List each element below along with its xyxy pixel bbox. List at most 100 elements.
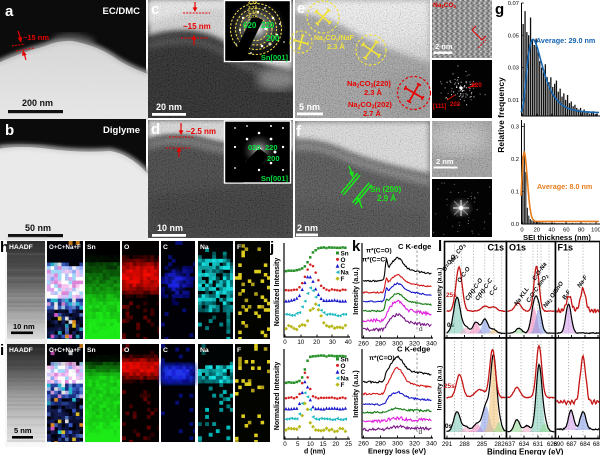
svg-text:20: 20 xyxy=(534,228,540,234)
svg-text:681: 681 xyxy=(593,441,600,448)
svg-text:291: 291 xyxy=(442,441,453,448)
svg-text:Relative frequency: Relative frequency xyxy=(496,77,506,153)
svg-text:25s: 25s xyxy=(446,292,457,299)
svg-text:d: d xyxy=(419,326,423,333)
svg-text:2.3Å: 2.3Å xyxy=(248,8,258,14)
svg-text:285: 285 xyxy=(477,441,488,448)
svg-text:~15 nm: ~15 nm xyxy=(183,22,211,31)
svg-text:260: 260 xyxy=(358,341,369,348)
svg-text:288: 288 xyxy=(459,441,470,448)
svg-text:10 nm: 10 nm xyxy=(157,223,183,233)
svg-text:280: 280 xyxy=(375,341,386,348)
svg-text:C K-edge: C K-edge xyxy=(398,242,431,251)
svg-text:0.07: 0.07 xyxy=(508,1,519,7)
svg-text:2.3 Å: 2.3 Å xyxy=(364,88,383,97)
svg-text:020: 020 xyxy=(248,143,261,152)
svg-text:0: 0 xyxy=(283,441,287,448)
svg-text:g: g xyxy=(495,1,504,18)
svg-text:40: 40 xyxy=(345,339,352,346)
svg-text:340: 340 xyxy=(426,341,437,348)
svg-text:O: O xyxy=(124,244,129,251)
svg-text:60: 60 xyxy=(563,228,569,234)
svg-text:Energy loss (eV): Energy loss (eV) xyxy=(368,447,426,455)
svg-text:0.01: 0.01 xyxy=(508,98,519,104)
svg-text:Sn (200): Sn (200) xyxy=(370,185,401,194)
svg-text:π*(C=O): π*(C=O) xyxy=(369,355,395,362)
svg-text:F: F xyxy=(237,347,241,354)
svg-text:631: 631 xyxy=(533,441,544,448)
svg-text:d: d xyxy=(151,121,160,138)
svg-text:220: 220 xyxy=(471,82,482,89)
svg-text:π*(C=C): π*(C=C) xyxy=(362,257,387,264)
svg-text:F1s: F1s xyxy=(558,243,574,253)
svg-text:340: 340 xyxy=(426,441,437,448)
svg-text:20 nm: 20 nm xyxy=(156,102,182,112)
svg-text:c: c xyxy=(151,1,159,18)
svg-text:Binding Energy (eV): Binding Energy (eV) xyxy=(487,448,564,455)
svg-text:[111]: [111] xyxy=(433,104,446,110)
svg-text:Intensity (a.u.): Intensity (a.u.) xyxy=(353,267,360,314)
svg-text:2.7 Å: 2.7 Å xyxy=(363,109,382,118)
svg-text:2.9 Å: 2.9 Å xyxy=(377,194,396,203)
svg-text:~15 nm: ~15 nm xyxy=(23,33,49,42)
svg-text:C: C xyxy=(163,244,168,251)
svg-text:O: O xyxy=(124,347,129,354)
svg-text:260: 260 xyxy=(358,441,369,448)
svg-text:~2.5 nm: ~2.5 nm xyxy=(186,127,216,136)
svg-text:25s: 25s xyxy=(444,383,455,390)
svg-text:020: 020 xyxy=(243,21,257,30)
svg-text:0s: 0s xyxy=(445,423,453,430)
svg-text:637: 637 xyxy=(505,441,516,448)
svg-text:0.05: 0.05 xyxy=(508,33,519,39)
svg-text:Sn: Sn xyxy=(87,347,96,354)
svg-text:2.7Å: 2.7Å xyxy=(248,13,258,19)
svg-text:684: 684 xyxy=(580,441,591,448)
svg-text:F: F xyxy=(237,244,241,251)
svg-text:Na2CO3(202): Na2CO3(202) xyxy=(348,100,392,111)
svg-text:5 nm: 5 nm xyxy=(14,426,32,435)
svg-text:Na: Na xyxy=(200,347,209,354)
svg-text:690: 690 xyxy=(553,441,564,448)
svg-text:200 nm: 200 nm xyxy=(22,98,53,108)
svg-text:Average: 8.0 nm: Average: 8.0 nm xyxy=(537,182,592,191)
svg-text:50 nm: 50 nm xyxy=(25,223,51,233)
svg-text:j: j xyxy=(269,239,274,256)
svg-text:d (nm): d (nm) xyxy=(304,449,325,455)
svg-text:20: 20 xyxy=(332,441,339,448)
svg-text:C: C xyxy=(341,263,346,270)
svg-text:Na2CO3: Na2CO3 xyxy=(433,2,457,9)
svg-text:Sn: Sn xyxy=(341,250,349,257)
svg-text:F: F xyxy=(341,276,345,283)
svg-text:10 nm: 10 nm xyxy=(13,322,35,331)
svg-text:0.03: 0.03 xyxy=(508,66,519,72)
svg-text:C-C: C-C xyxy=(489,284,500,297)
svg-text:10: 10 xyxy=(307,441,314,448)
svg-text:280: 280 xyxy=(375,441,386,448)
svg-text:300: 300 xyxy=(392,341,403,348)
svg-text:10: 10 xyxy=(297,339,304,346)
svg-text:220: 220 xyxy=(261,21,275,30)
svg-text:e: e xyxy=(297,0,305,17)
svg-text:HAADF: HAADF xyxy=(9,347,33,354)
svg-text:2 nm: 2 nm xyxy=(297,223,318,233)
svg-text:202: 202 xyxy=(450,102,461,108)
svg-text:Na: Na xyxy=(200,244,209,251)
svg-text:Na: Na xyxy=(341,270,350,277)
svg-text:F: F xyxy=(341,382,345,389)
svg-text:25: 25 xyxy=(345,441,352,448)
svg-text:O: O xyxy=(341,363,346,370)
svg-text:l: l xyxy=(438,238,442,255)
svg-text:C K-edge: C K-edge xyxy=(397,345,430,354)
svg-text:20: 20 xyxy=(313,339,320,346)
svg-text:d: d xyxy=(419,429,423,436)
svg-text:2 nm: 2 nm xyxy=(435,42,453,51)
svg-text:C: C xyxy=(341,369,346,376)
svg-text:Na2CO3(220): Na2CO3(220) xyxy=(347,79,391,90)
svg-text:HAADF: HAADF xyxy=(9,244,33,251)
svg-text:0: 0 xyxy=(520,228,523,234)
svg-text:320: 320 xyxy=(409,341,420,348)
svg-text:3.7Å: 3.7Å xyxy=(248,4,258,10)
svg-text:a: a xyxy=(5,3,14,20)
svg-text:5: 5 xyxy=(296,441,300,448)
svg-text:40: 40 xyxy=(548,228,554,234)
